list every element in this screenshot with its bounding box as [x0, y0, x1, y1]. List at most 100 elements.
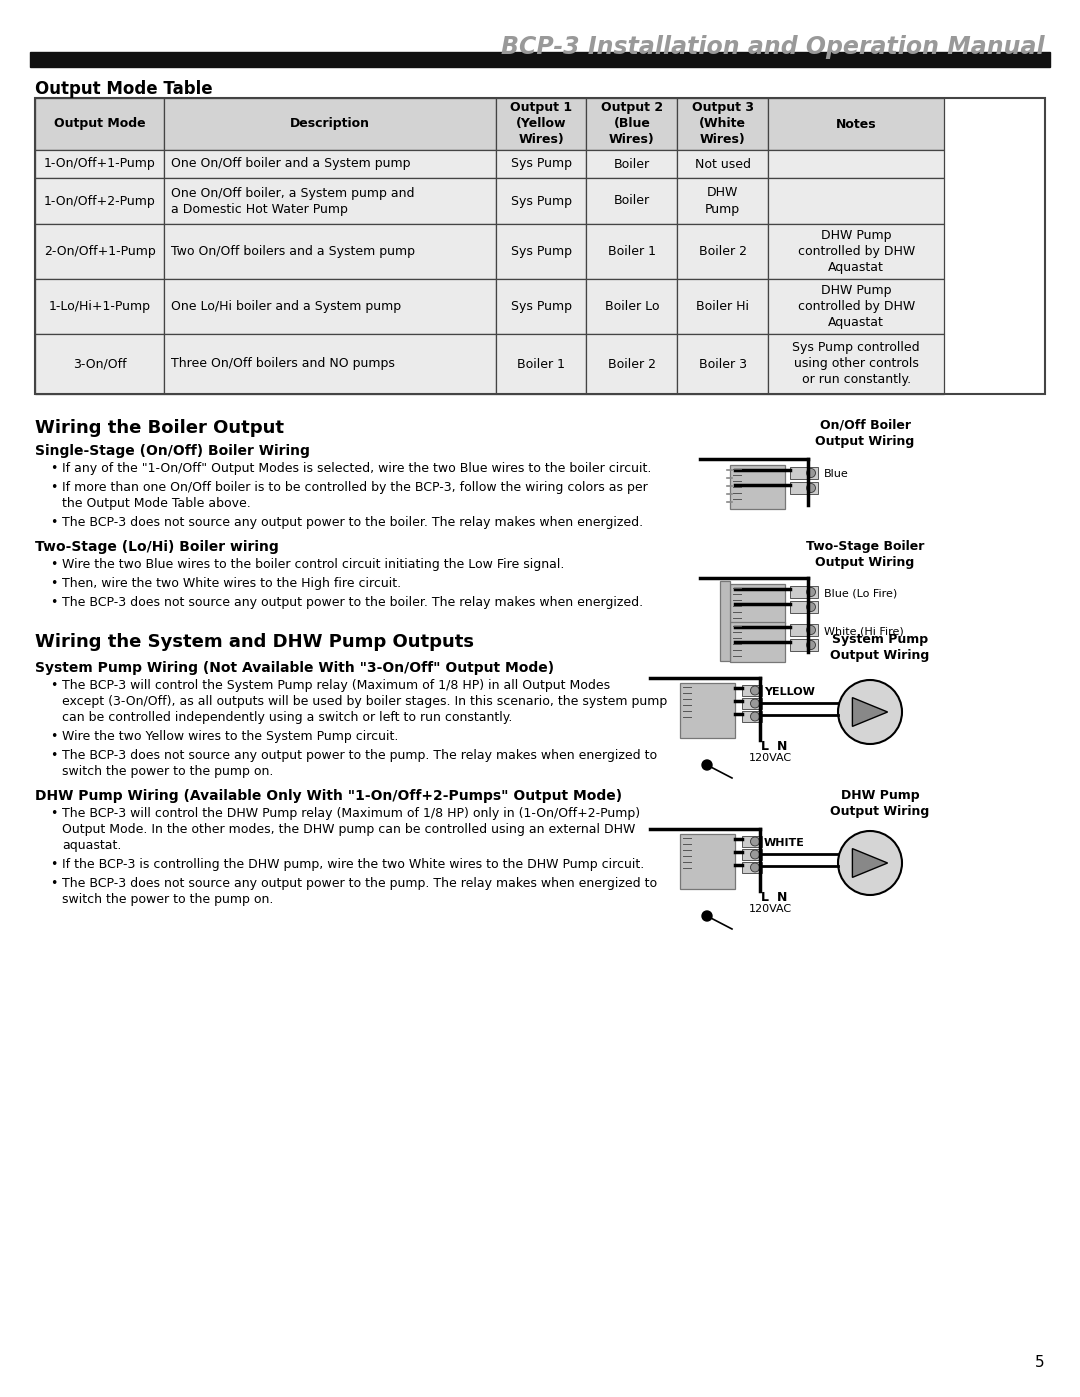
Bar — [730, 465, 785, 509]
Text: 120VAC: 120VAC — [748, 753, 792, 763]
Text: Boiler 2: Boiler 2 — [608, 358, 656, 370]
Text: Boiler: Boiler — [613, 194, 650, 208]
Bar — [586, 98, 677, 149]
Bar — [164, 98, 496, 149]
Bar — [35, 224, 164, 279]
Bar — [586, 334, 677, 394]
Bar — [742, 849, 762, 861]
Bar — [35, 98, 1045, 394]
Bar — [789, 624, 818, 636]
Text: 1-On/Off+1-Pump: 1-On/Off+1-Pump — [44, 158, 156, 170]
Text: If any of the "1-On/Off" Output Modes is selected, wire the two Blue wires to th: If any of the "1-On/Off" Output Modes is… — [62, 462, 651, 475]
Circle shape — [751, 698, 759, 708]
Bar — [677, 177, 768, 224]
Circle shape — [838, 680, 902, 745]
Bar — [677, 279, 768, 334]
Text: Blue (Lo Fire): Blue (Lo Fire) — [824, 588, 897, 598]
Circle shape — [807, 468, 815, 478]
Circle shape — [807, 626, 815, 634]
Circle shape — [807, 640, 815, 650]
Text: Output Mode Table: Output Mode Table — [35, 80, 213, 98]
Text: Boiler 3: Boiler 3 — [699, 358, 746, 370]
Text: •: • — [50, 481, 57, 495]
Bar — [730, 584, 785, 624]
Bar — [496, 334, 586, 394]
Text: WHITE: WHITE — [764, 838, 805, 848]
Circle shape — [751, 849, 759, 859]
Bar — [789, 482, 818, 495]
Text: 3-On/Off: 3-On/Off — [72, 358, 126, 370]
Text: 1-On/Off+2-Pump: 1-On/Off+2-Pump — [44, 194, 156, 208]
Bar — [164, 334, 496, 394]
Text: The BCP-3 will control the DHW Pump relay (Maximum of 1/8 HP) only in (1-On/Off+: The BCP-3 will control the DHW Pump rela… — [62, 807, 640, 852]
Text: Boiler 2: Boiler 2 — [699, 244, 746, 258]
Bar — [677, 149, 768, 177]
Polygon shape — [852, 848, 888, 877]
Text: Output 1
(Yellow
Wires): Output 1 (Yellow Wires) — [510, 102, 572, 147]
Bar — [677, 224, 768, 279]
Bar — [789, 601, 818, 613]
Bar — [680, 834, 735, 888]
Text: 1-Lo/Hi+1-Pump: 1-Lo/Hi+1-Pump — [49, 300, 150, 313]
Bar — [730, 622, 785, 662]
Text: The BCP-3 will control the System Pump relay (Maximum of 1/8 HP) in all Output M: The BCP-3 will control the System Pump r… — [62, 679, 667, 724]
Bar — [496, 177, 586, 224]
Circle shape — [702, 760, 712, 770]
Text: Blue: Blue — [824, 469, 849, 479]
Bar — [35, 98, 164, 149]
Text: •: • — [50, 731, 57, 743]
Text: Boiler Lo: Boiler Lo — [605, 300, 659, 313]
Circle shape — [751, 863, 759, 872]
Text: Boiler: Boiler — [613, 158, 650, 170]
Text: Two-Stage Boiler
Output Wiring: Two-Stage Boiler Output Wiring — [806, 541, 924, 569]
Bar — [164, 149, 496, 177]
Text: •: • — [50, 557, 57, 571]
Text: 5: 5 — [1036, 1355, 1045, 1370]
Bar — [768, 224, 944, 279]
Text: Two-Stage (Lo/Hi) Boiler wiring: Two-Stage (Lo/Hi) Boiler wiring — [35, 541, 279, 555]
Circle shape — [807, 602, 815, 612]
Text: Output Mode: Output Mode — [54, 117, 146, 130]
Bar — [720, 581, 730, 661]
Text: Wire the two Yellow wires to the System Pump circuit.: Wire the two Yellow wires to the System … — [62, 731, 399, 743]
Bar — [768, 98, 944, 149]
Bar — [768, 149, 944, 177]
Text: Sys Pump: Sys Pump — [511, 194, 571, 208]
Bar — [35, 334, 164, 394]
Text: The BCP-3 does not source any output power to the pump. The relay makes when ene: The BCP-3 does not source any output pow… — [62, 749, 657, 778]
Text: One Lo/Hi boiler and a System pump: One Lo/Hi boiler and a System pump — [172, 300, 402, 313]
Text: Wiring the System and DHW Pump Outputs: Wiring the System and DHW Pump Outputs — [35, 633, 474, 651]
Text: If more than one On/Off boiler is to be controlled by the BCP-3, follow the wiri: If more than one On/Off boiler is to be … — [62, 481, 648, 510]
Text: •: • — [50, 577, 57, 590]
Text: The BCP-3 does not source any output power to the boiler. The relay makes when e: The BCP-3 does not source any output pow… — [62, 597, 643, 609]
Bar — [496, 224, 586, 279]
Text: White (Hi Fire): White (Hi Fire) — [824, 626, 904, 636]
Text: The BCP-3 does not source any output power to the boiler. The relay makes when e: The BCP-3 does not source any output pow… — [62, 515, 643, 529]
Text: •: • — [50, 749, 57, 761]
Text: System Pump Wiring (Not Available With "3-On/Off" Output Mode): System Pump Wiring (Not Available With "… — [35, 661, 554, 675]
Text: •: • — [50, 807, 57, 820]
Text: Single-Stage (On/Off) Boiler Wiring: Single-Stage (On/Off) Boiler Wiring — [35, 444, 310, 458]
Circle shape — [751, 837, 759, 847]
Circle shape — [702, 911, 712, 921]
Text: Sys Pump: Sys Pump — [511, 244, 571, 258]
Text: System Pump
Output Wiring: System Pump Output Wiring — [831, 633, 930, 662]
Text: 2-On/Off+1-Pump: 2-On/Off+1-Pump — [44, 244, 156, 258]
Text: One On/Off boiler, a System pump and
a Domestic Hot Water Pump: One On/Off boiler, a System pump and a D… — [172, 187, 415, 215]
Text: •: • — [50, 462, 57, 475]
Bar — [586, 149, 677, 177]
Bar — [768, 334, 944, 394]
Text: •: • — [50, 515, 57, 529]
Text: DHW
Pump: DHW Pump — [705, 187, 741, 215]
Text: N: N — [777, 740, 787, 753]
Text: •: • — [50, 877, 57, 890]
Bar — [680, 683, 735, 738]
Bar — [742, 698, 762, 710]
Text: L: L — [761, 891, 769, 904]
Text: Sys Pump: Sys Pump — [511, 300, 571, 313]
Bar — [35, 149, 164, 177]
Text: DHW Pump
controlled by DHW
Aquastat: DHW Pump controlled by DHW Aquastat — [797, 229, 915, 274]
Bar — [677, 334, 768, 394]
Bar — [496, 98, 586, 149]
Circle shape — [751, 712, 759, 721]
